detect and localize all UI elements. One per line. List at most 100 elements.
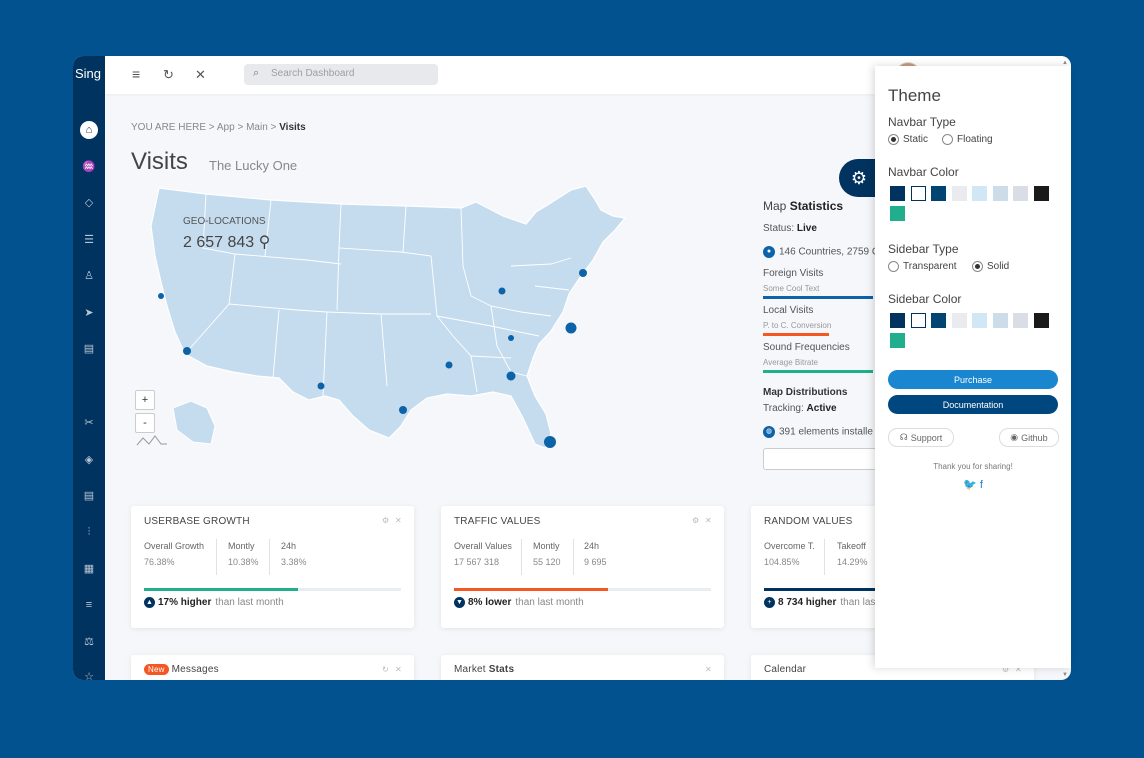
navbar-color-swatch[interactable] [910, 186, 926, 201]
us-map[interactable] [131, 185, 631, 451]
elements-installed: ◍ 391 elements installe [763, 426, 873, 438]
support-button[interactable]: ☊ Support [888, 428, 954, 447]
refresh-icon[interactable]: ↻ [382, 665, 389, 674]
list-icon[interactable]: ≡ [85, 599, 93, 611]
purchase-button[interactable]: Purchase [888, 370, 1058, 389]
diamond-icon[interactable]: ◇ [84, 196, 94, 209]
facebook-icon[interactable]: f [979, 479, 983, 491]
thanks-text: Thank you for sharing! [933, 462, 1013, 471]
navbar-type-floating[interactable]: Floating [942, 134, 993, 145]
file-icon[interactable]: ▤ [83, 489, 95, 502]
progress-fill [454, 588, 609, 591]
tools-icon[interactable]: ✂ [84, 416, 94, 429]
user-icon[interactable]: ♙ [84, 269, 94, 282]
search-icon: ⌕ [253, 67, 260, 79]
sidebar-color-swatch[interactable] [992, 313, 1008, 328]
refresh-icon[interactable]: ↻ [163, 67, 174, 82]
card-market-stats: Market Stats ✕ [441, 655, 724, 680]
star-icon[interactable]: ☆ [84, 670, 94, 681]
card-traffic-values: TRAFFIC VALUES ⚙ ✕ Overall Values 17 567 … [441, 506, 724, 628]
breadcrumb-item-main[interactable]: Main [246, 122, 268, 133]
breadcrumb: YOU ARE HERE > App > Main > Visits [131, 122, 306, 133]
stats-row-sub: P. to C. Conversion [763, 321, 832, 330]
tracking-status: Tracking: Active [763, 403, 837, 414]
grid-icon[interactable]: ▦ [83, 562, 95, 575]
stats-action-box[interactable] [763, 448, 885, 470]
arrow-down-icon: ▼ [454, 597, 465, 608]
metric: Overall Values 17 567 318 [454, 541, 512, 567]
database-icon[interactable]: ☰ [84, 233, 94, 246]
twitter-icon[interactable]: 🐦 [963, 479, 977, 491]
document-icon[interactable]: ▤ [83, 342, 95, 355]
close-icon[interactable]: ✕ [705, 516, 712, 525]
navbar-color-swatch[interactable] [1013, 186, 1028, 201]
package-icon[interactable]: ⚖ [84, 635, 94, 648]
distributions-title: Map Distributions [763, 387, 848, 398]
brand-logo[interactable]: Sing [75, 66, 102, 81]
documentation-button[interactable]: Documentation [888, 395, 1058, 414]
sidebar-color-swatch[interactable] [890, 313, 905, 328]
close-icon[interactable]: ✕ [1015, 665, 1022, 674]
card-title: New Messages [144, 664, 219, 675]
navbar-color-swatch[interactable] [972, 186, 987, 201]
radio-icon [942, 134, 953, 145]
card-title: Calendar [764, 664, 807, 675]
sidebar-color-swatch[interactable] [951, 313, 967, 328]
navbar-type-static[interactable]: Static [888, 134, 928, 145]
close-icon[interactable]: ✕ [395, 665, 402, 674]
sidebar-type-label: Sidebar Type [888, 242, 959, 256]
stats-row-sub: Some Cool Text [763, 284, 820, 293]
navbar-color-swatch[interactable] [890, 206, 905, 221]
sidebar-color-swatch[interactable] [890, 333, 905, 348]
stats-countries: ● 146 Countries, 2759 C [763, 246, 879, 258]
progress-fill [144, 588, 299, 591]
scroll-up-icon[interactable]: ▲ [1062, 60, 1068, 66]
metric: Overall Growth 76.38% [144, 541, 205, 567]
scroll-down-icon[interactable]: ▼ [1062, 672, 1068, 678]
github-button[interactable]: ◉ Github [999, 428, 1059, 447]
settings-icon[interactable]: ⚙ [692, 516, 700, 525]
navbar-color-swatch[interactable] [890, 186, 905, 201]
home-icon[interactable]: ⌂ [80, 121, 98, 139]
breadcrumb-item-app[interactable]: App [216, 122, 235, 133]
close-icon[interactable]: ✕ [705, 665, 712, 674]
stats-title: Map Statistics [763, 199, 844, 213]
zoom-in-button[interactable]: + [135, 390, 155, 410]
progress-fill [764, 588, 951, 591]
send-icon[interactable]: ➤ [84, 306, 94, 319]
layers-icon[interactable]: ◈ [84, 453, 94, 466]
trend: ▼ 8% lower than last month [454, 597, 584, 608]
theme-settings-button[interactable]: ⚙ [839, 159, 879, 197]
sidebar-color-swatch[interactable] [931, 313, 946, 328]
progress-track [144, 588, 401, 591]
navbar-color-swatch[interactable] [992, 186, 1008, 201]
metric: 24h 3.38% [281, 541, 307, 567]
card-title: TRAFFIC VALUES [454, 516, 541, 527]
close-icon[interactable]: ✕ [195, 67, 206, 82]
zoom-out-button[interactable]: - [135, 413, 155, 433]
search-input[interactable] [269, 67, 433, 80]
close-icon[interactable]: ✕ [395, 516, 402, 525]
navbar-color-swatch[interactable] [1033, 186, 1049, 201]
radio-icon [972, 261, 983, 272]
settings-icon[interactable]: ⚙ [1002, 665, 1010, 674]
gears-icon: ⚙ [850, 167, 868, 188]
sidebar-color-swatch[interactable] [1013, 313, 1028, 328]
navbar-color-swatch[interactable] [951, 186, 967, 201]
menu-icon[interactable]: ≡ [132, 66, 141, 82]
navbar-color-swatch[interactable] [931, 186, 946, 201]
sidebar-color-swatch[interactable] [972, 313, 987, 328]
settings-icon[interactable]: ⚙ [382, 516, 390, 525]
stats-row-label: Sound Frequencies [763, 342, 850, 353]
metric: Montly 55 120 [533, 541, 561, 567]
sidebar-color-swatch[interactable] [1033, 313, 1049, 328]
progress-track [764, 588, 951, 591]
sidebar-type-transparent[interactable]: Transparent [888, 261, 957, 272]
sidebar-type-solid[interactable]: Solid [972, 261, 1009, 272]
chart-icon[interactable]: ♒ [82, 160, 96, 173]
sliders-icon[interactable]: ⫶ [87, 525, 91, 538]
sidebar-color-swatch[interactable] [910, 313, 926, 328]
search-box[interactable]: ⌕ [244, 64, 438, 85]
stats-row-label: Local Visits [763, 305, 814, 316]
stats-bar [763, 370, 873, 373]
